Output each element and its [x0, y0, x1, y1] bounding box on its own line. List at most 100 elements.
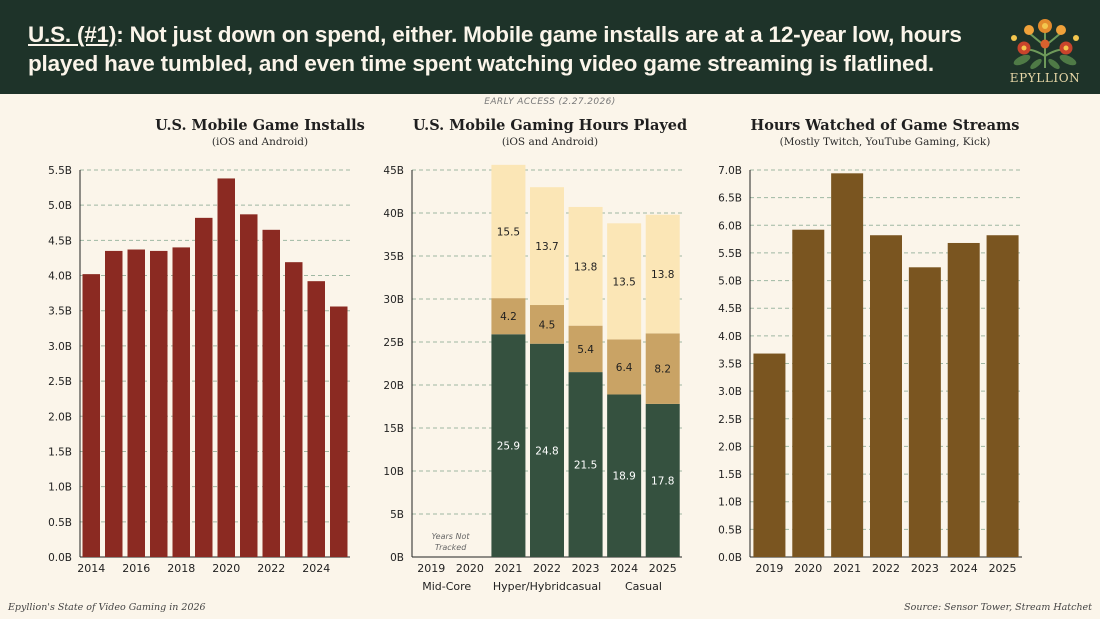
chart2-ytick-label: 40B	[383, 208, 404, 220]
headline-tag: U.S. (#1)	[28, 22, 117, 47]
chart1-bar	[307, 281, 325, 557]
brand-name: EPYLLION	[1009, 71, 1081, 85]
chart3-bar	[792, 229, 825, 558]
chart1-bar	[330, 306, 348, 557]
chart3-xtick-label: 2020	[794, 562, 822, 575]
chart2-bar-segment	[491, 334, 526, 557]
chart2-xtick-label: 2023	[572, 562, 600, 575]
chart2-xtick-label: 2020	[456, 562, 484, 575]
chart1-installs: 0.0B 0.5B 1.0B 1.5B 2.0B 2.5B 3.0B 3.5B 4.0B 4.5B…	[48, 165, 350, 575]
chart2-ytick-label: 20B	[383, 380, 404, 392]
chart3-ytick-label: 6.0B	[718, 220, 742, 232]
chart3-ytick-label: 0.5B	[718, 524, 742, 536]
chart2-data-label: 4.2	[500, 311, 517, 323]
chart1-ytick-label: 3.0B	[48, 341, 72, 353]
chart3-ytick-label: 2.0B	[718, 441, 742, 453]
chart2-data-label: 15.5	[497, 226, 520, 238]
chart2-bar-segment	[568, 325, 603, 373]
chart1-bar	[82, 274, 100, 557]
chart1-bar	[127, 249, 145, 557]
chart2-data-label: 6.4	[616, 362, 633, 374]
chart3-bar	[753, 353, 786, 557]
chart2-xtick-label: 2021	[494, 562, 522, 575]
chart2-annotation: Tracked	[435, 543, 467, 552]
chart3-xtick-label: 2022	[872, 562, 900, 575]
chart1-bar	[240, 214, 258, 557]
chart3-subtitle: (Mostly Twitch, YouTube Gaming, Kick)	[779, 136, 991, 148]
chart1-ytick-label: 0.0B	[48, 552, 72, 564]
chart2-ytick-label: 5B	[390, 509, 404, 521]
chart3-bar	[870, 235, 902, 557]
chart3-ytick-label: 4.5B	[718, 303, 742, 315]
chart3-xtick-label: 2023	[911, 562, 939, 575]
chart2-data-label: 24.8	[535, 445, 558, 457]
chart2-title: U.S. Mobile Gaming Hours Played	[412, 117, 688, 134]
footer-left: Epyllion's State of Video Gaming in 2026	[8, 602, 206, 613]
chart2-bar-segment	[568, 372, 603, 557]
chart1-ytick-label: 1.0B	[48, 482, 72, 494]
chart1-xtick-label: 2020	[212, 562, 240, 575]
chart1-xtick-label: 2018	[167, 562, 195, 575]
chart2-bar-segment	[607, 339, 642, 395]
chart1-subtitle: (iOS and Android)	[211, 136, 309, 148]
chart2-bar-segment	[568, 206, 603, 326]
chart1-bar	[285, 262, 303, 557]
chart2-data-label: 17.8	[651, 475, 674, 487]
chart2-ytick-label: 45B	[383, 165, 404, 177]
chart3-ytick-label: 5.0B	[718, 276, 742, 288]
chart2-bar-segment	[530, 305, 564, 344]
headline-text: : Not just down on spend, either. Mobile…	[28, 22, 962, 76]
chart2-ytick-label: 10B	[383, 466, 404, 478]
chart1-ytick-label: 1.5B	[48, 446, 72, 458]
chart3-ytick-label: 1.0B	[718, 497, 742, 509]
chart1-title: U.S. Mobile Game Installs	[155, 117, 365, 134]
chart2-ytick-label: 0B	[390, 552, 404, 564]
chart2-data-label: 13.8	[574, 261, 597, 273]
chart2-data-label: 18.9	[612, 471, 635, 483]
chart2-xtick-label: 2025	[649, 562, 677, 575]
chart2-hours-played: 0B 5B 10B 15B 20B 25B 30B 35B 40B 45B 2019 2020 25.9…	[383, 164, 682, 593]
chart2-data-label: 5.4	[577, 344, 594, 356]
chart3-xtick-label: 2025	[989, 562, 1017, 575]
chart2-group-label: Hyper/Hybridcasual	[493, 580, 601, 593]
chart1-ytick-label: 0.5B	[48, 517, 72, 529]
chart3-ytick-label: 1.5B	[718, 469, 742, 481]
footer-right: Source: Sensor Tower, Stream Hatchet	[904, 602, 1092, 613]
chart3-xtick-label: 2021	[833, 562, 861, 575]
chart2-data-label: 21.5	[574, 460, 597, 472]
chart1-bar	[105, 250, 123, 557]
chart1-bar	[217, 178, 235, 557]
chart1-ytick-label: 4.0B	[48, 271, 72, 283]
chart2-group-label: Casual	[625, 580, 662, 593]
chart3-ytick-label: 4.0B	[718, 331, 742, 343]
chart2-bar-segment	[607, 394, 642, 557]
chart2-bar-segment	[530, 343, 564, 557]
chart1-bar	[195, 217, 213, 557]
chart1-ytick-label: 5.0B	[48, 200, 72, 212]
chart3-ytick-label: 6.5B	[718, 193, 742, 205]
chart3-ytick-label: 3.0B	[718, 386, 742, 398]
chart1-ytick-label: 3.5B	[48, 306, 72, 318]
chart2-data-label: 25.9	[497, 441, 520, 453]
chart2-annotation: Years Not	[432, 532, 471, 541]
chart2-data-label: 13.5	[612, 276, 635, 288]
chart2-bar-segment	[491, 298, 526, 335]
chart2-bar-segment	[645, 333, 680, 404]
chart2-bar-segment	[530, 187, 564, 306]
chart2-bar-segment	[645, 403, 680, 557]
chart1-ytick-label: 5.5B	[48, 165, 72, 177]
chart1-xtick-label: 2014	[77, 562, 105, 575]
chart1-bar	[262, 229, 280, 557]
chart2-bar-segment	[491, 164, 526, 299]
chart2-xtick-label: 2022	[533, 562, 561, 575]
chart2-data-label: 13.8	[651, 269, 674, 281]
chart3-xtick-label: 2019	[755, 562, 783, 575]
chart2-xtick-label: 2019	[417, 562, 445, 575]
chart2-ytick-label: 30B	[383, 294, 404, 306]
chart2-xtick-label: 2024	[610, 562, 638, 575]
chart3-title: Hours Watched of Game Streams	[750, 117, 1020, 134]
chart1-xtick-label: 2022	[257, 562, 285, 575]
chart2-data-label: 13.7	[535, 241, 558, 253]
chart2-data-label: 4.5	[539, 319, 556, 331]
chart2-ytick-label: 35B	[383, 251, 404, 263]
